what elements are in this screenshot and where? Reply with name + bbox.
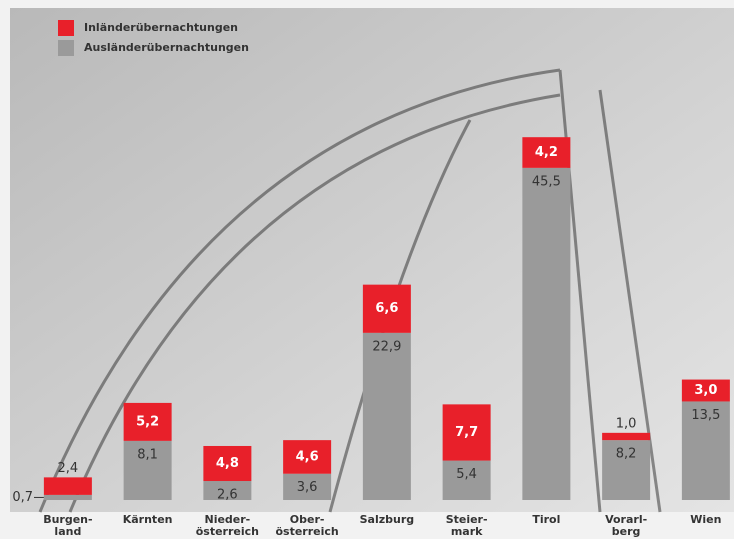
legend: Inländerübernachtungen Ausländerübernacht… [58,20,249,56]
category-label: Vorarl- berg [605,513,648,538]
category-label: Burgen- land [43,513,93,538]
bar-segment [442,404,491,461]
category-label: Ober- österreich [275,513,339,538]
value-label: 2,6 [217,488,238,503]
category-label: Wien [690,513,722,526]
bar-segment [43,494,92,500]
value-label: 5,2 [136,414,159,429]
value-label: 1,0 [616,416,637,431]
value-label: 6,6 [375,301,398,316]
bar-segment [283,473,332,500]
bar-segment [123,402,172,441]
value-label: 8,1 [137,447,158,462]
value-label: 22,9 [372,339,401,354]
value-label: 7,7 [455,425,478,440]
bar-segment [602,432,651,441]
bar-segment [522,137,571,168]
bar-segment [362,284,411,333]
category-label: Kärnten [122,513,173,526]
bar-segment [123,440,172,500]
value-label: 4,2 [535,145,558,160]
category-label: Nieder- österreich [195,513,259,538]
value-label: 13,5 [691,408,720,423]
bar-segment [283,440,332,474]
value-label: 3,0 [694,383,717,398]
value-label: 8,2 [616,447,637,462]
category-label: Tirol [532,513,561,526]
category-label: Steier- mark [445,513,488,538]
bar-segment [522,167,571,500]
value-label: 0,7 [12,490,33,505]
bar-segment [43,477,92,495]
value-label: 5,4 [456,467,477,482]
legend-label: Inländerübernachtungen [84,21,238,34]
value-label: 3,6 [297,480,318,495]
value-label: 4,8 [216,456,239,471]
bar-segment [203,481,252,500]
value-label: 45,5 [532,174,561,189]
bar-segment [681,379,730,402]
bar-segment [442,460,491,500]
bar-segment [362,332,411,500]
legend-swatch [58,20,74,36]
category-label: Salzburg [359,513,415,526]
bar-segment [681,401,730,500]
value-label: 2,4 [58,461,79,476]
bar-segment [203,445,252,482]
value-label: 4,6 [296,449,319,464]
bar-segment [602,440,651,500]
legend-swatch [58,40,74,56]
legend-label: Ausländerübernachtungen [84,41,249,54]
